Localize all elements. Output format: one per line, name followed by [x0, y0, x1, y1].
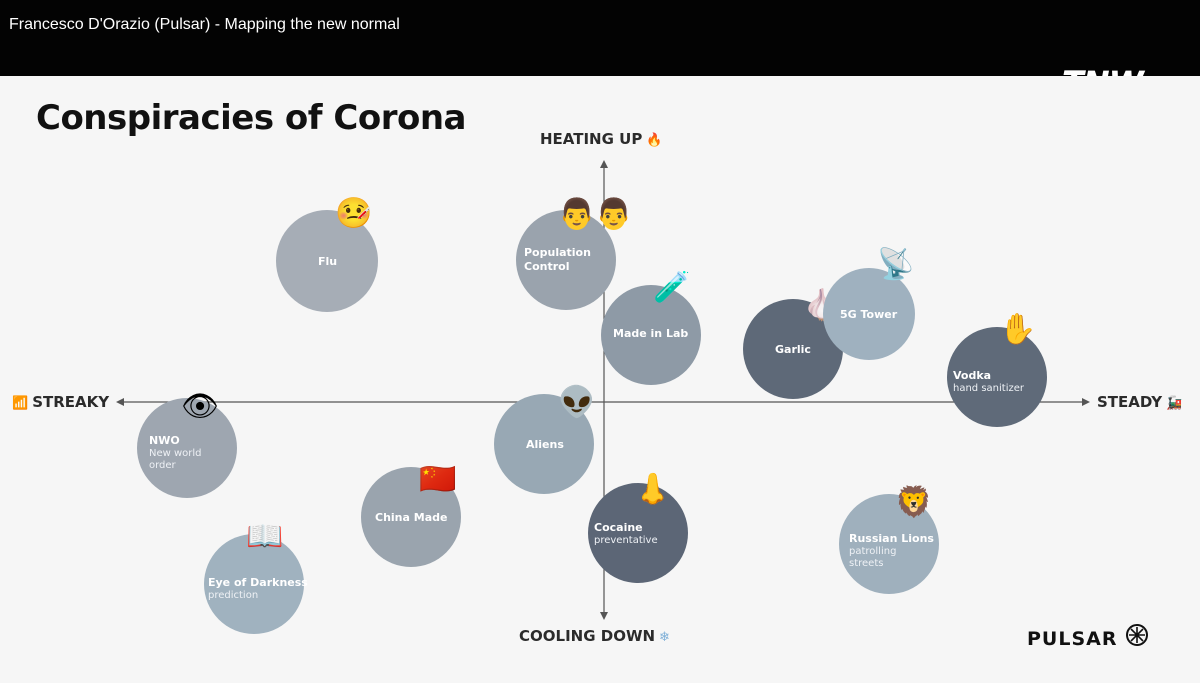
axis-label-top: HEATING UP 🔥 — [540, 130, 663, 148]
bubble-sublabel: patrolling streets — [849, 546, 897, 569]
axis-arrow-down — [600, 612, 608, 620]
axis-arrow-left — [116, 398, 124, 406]
bubble-sublabel: hand sanitizer — [953, 383, 1024, 394]
bubble-label: Flu — [318, 255, 338, 268]
bubble-label: Eye of Darkness — [208, 576, 308, 589]
pulsar-logo-mark — [1126, 624, 1148, 646]
axis-label-left-text: STREAKY — [32, 393, 110, 411]
chart-icon: 📶 — [12, 396, 29, 411]
bubble-china-made — [361, 467, 461, 567]
video-title-bar: Francesco D'Orazio (Pulsar) - Mapping th… — [0, 0, 1200, 76]
bubble-sublabel: New world order — [149, 448, 202, 471]
bubble-label: Cocaine — [594, 521, 643, 534]
bubble-eye-of-darkness — [204, 534, 304, 634]
axis-label-right-text: STEADY — [1097, 393, 1163, 411]
fire-icon: 🔥 — [646, 133, 663, 148]
bubble-label: 5G Tower — [840, 308, 898, 321]
people-icon: 👨‍👨 — [558, 197, 633, 232]
thermometer-face-icon: 🤒 — [335, 196, 373, 231]
axis-label-left: 📶 STREAKY — [12, 393, 109, 411]
bubble-aliens — [494, 394, 594, 494]
bubble-made-in-lab — [601, 285, 701, 385]
bubble-flu — [276, 210, 378, 312]
china-flag-icon: 🇨🇳 — [419, 462, 457, 497]
bubble-russian-lions — [839, 494, 939, 594]
bubble-label: Population Control — [524, 246, 591, 273]
book-icon: 📖 — [246, 519, 284, 554]
bubble-label: Vodka — [953, 369, 992, 382]
alien-icon: 👽 — [558, 385, 596, 420]
bubble-label: Russian Lions — [849, 532, 934, 545]
test-tube-icon: 🧪 — [653, 270, 691, 305]
snowflake-icon: ❄ — [659, 630, 670, 645]
slide: Conspiracies of Corona HEATING UP 🔥 COOLI… — [0, 76, 1200, 683]
bubble-nwo — [137, 398, 237, 498]
bubble-sublabel: preventative — [594, 535, 658, 546]
bubble-vodka — [947, 327, 1047, 427]
train-icon: 🚂 — [1166, 396, 1183, 411]
video-title: Francesco D'Orazio (Pulsar) - Mapping th… — [9, 16, 400, 33]
raised-hand-icon: ✋ — [999, 312, 1037, 347]
eye-icon: 👁 — [181, 389, 220, 424]
pulsar-logo: PULSAR — [1027, 628, 1118, 650]
bubble-label: Garlic — [775, 343, 811, 356]
bubble-label: Made in Lab — [613, 327, 689, 340]
bubble-cocaine — [588, 483, 688, 583]
axis-label-top-text: HEATING UP — [540, 130, 643, 148]
axis-label-bottom-text: COOLING DOWN — [519, 627, 656, 645]
axis-arrow-right — [1082, 398, 1090, 406]
axis-label-bottom: COOLING DOWN ❄ — [519, 627, 670, 645]
bubble-sublabel: prediction — [208, 590, 259, 601]
bubble-label: China Made — [375, 511, 448, 524]
lion-icon: 🦁 — [895, 485, 933, 520]
slide-title: Conspiracies of Corona — [36, 98, 466, 138]
bubble-label: NWO — [149, 434, 180, 447]
axis-arrow-up — [600, 160, 608, 168]
bubble-population-control — [516, 210, 616, 310]
bubble-label: Aliens — [526, 438, 564, 451]
nose-icon: 👃 — [634, 472, 672, 507]
axis-label-right: STEADY 🚂 — [1097, 393, 1182, 411]
satellite-dish-icon: 📡 — [877, 247, 915, 282]
bubble-5g-tower — [823, 268, 915, 360]
